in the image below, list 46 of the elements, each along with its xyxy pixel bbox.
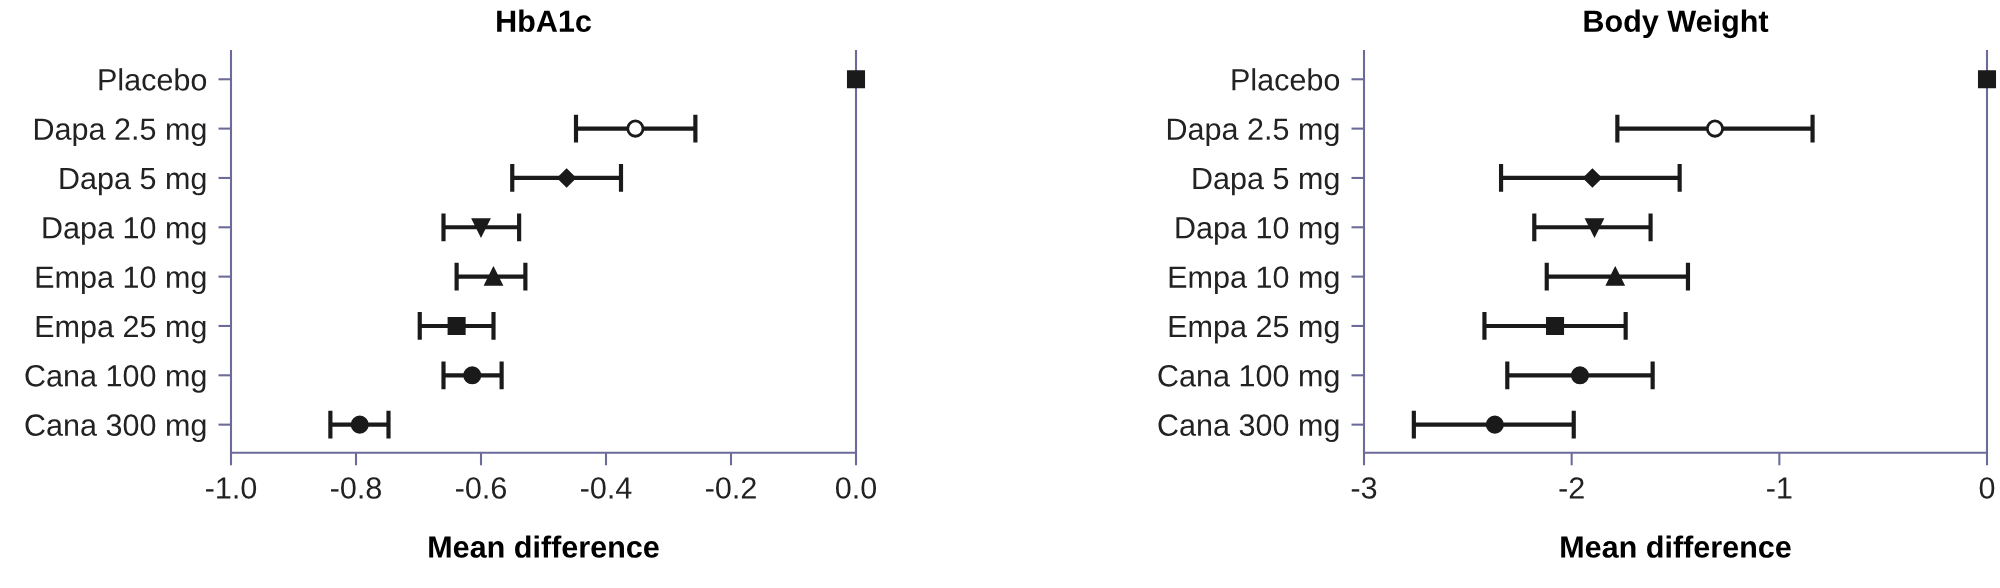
- point: [1583, 168, 1602, 188]
- point: [350, 415, 369, 434]
- y-tick-label: Empa 25 mg: [1169, 315, 1339, 344]
- y-tick-label: Dapa 10 mg: [43, 217, 206, 245]
- y-tick-label: Empa 25 mg: [36, 315, 206, 344]
- y-tick-label: Empa 10 mg: [36, 266, 206, 295]
- y-tick-label: Cana 100 mg: [25, 365, 206, 393]
- chart-title: HbA1c: [497, 9, 591, 33]
- x-tick-label: -2: [1559, 477, 1584, 499]
- point: [1606, 267, 1625, 286]
- y-tick-label: Placebo: [1232, 68, 1340, 91]
- point: [1570, 366, 1589, 385]
- point: [1485, 415, 1504, 434]
- point: [557, 168, 576, 188]
- x-tick-label: -3: [1351, 477, 1377, 499]
- x-tick-label: -0.8: [331, 477, 381, 499]
- point: [1977, 70, 1997, 89]
- y-tick-label: Cana 100 mg: [1158, 365, 1339, 393]
- x-tick-label: -1: [1767, 477, 1792, 499]
- x-axis-title: Mean difference: [429, 535, 659, 558]
- y-tick-label: Dapa 2.5 mg: [34, 118, 206, 147]
- point: [463, 366, 482, 385]
- y-tick-label: Placebo: [99, 68, 207, 91]
- y-tick-label: Cana 300 mg: [1158, 414, 1339, 443]
- point: [1546, 316, 1565, 335]
- x-tick-label: 0: [1979, 477, 1995, 499]
- point: [471, 218, 491, 237]
- chart-title: Body Weight: [1584, 9, 1769, 39]
- x-tick-label: -0.6: [456, 477, 506, 499]
- y-tick-label: Dapa 5 mg: [1193, 168, 1339, 196]
- y-tick-label: Empa 10 mg: [1169, 266, 1339, 295]
- x-tick-label: 0.0: [835, 477, 877, 499]
- x-tick-label: -1.0: [206, 477, 257, 499]
- y-tick-label: Dapa 2.5 mg: [1167, 118, 1339, 147]
- point: [484, 267, 503, 286]
- point: [1585, 218, 1604, 237]
- point: [846, 70, 866, 89]
- x-tick-label: -0.4: [581, 477, 632, 499]
- point: [1705, 119, 1724, 138]
- point: [447, 316, 466, 335]
- y-tick-label: Cana 300 mg: [25, 414, 206, 443]
- y-tick-label: Dapa 10 mg: [1176, 217, 1339, 245]
- y-tick-label: Dapa 5 mg: [60, 168, 206, 196]
- point: [626, 119, 645, 138]
- x-axis-title: Mean difference: [1561, 535, 1791, 558]
- x-tick-label: -0.2: [706, 477, 756, 499]
